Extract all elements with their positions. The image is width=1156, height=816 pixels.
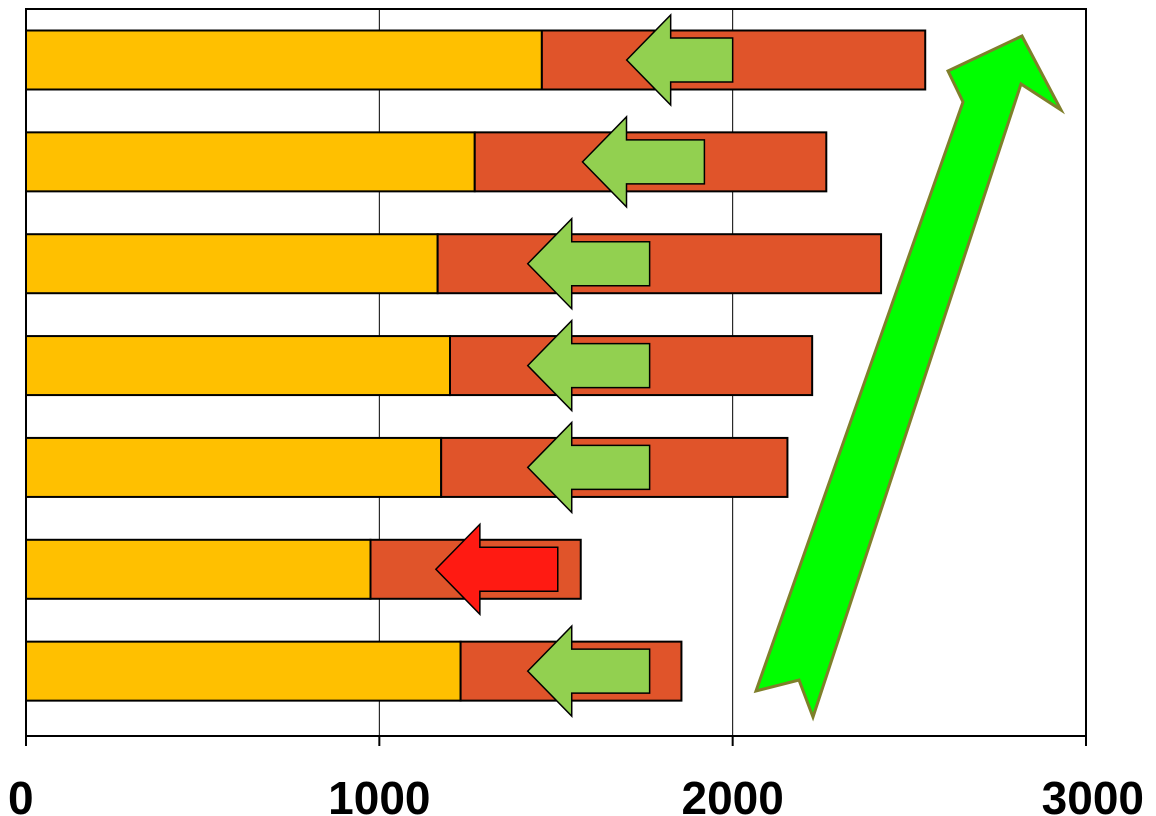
trend-arrow [753,34,1066,722]
decrease-arrow-red [434,522,559,617]
x-tick-label: 2000 [681,772,783,816]
decrease-arrow-green [526,420,651,515]
bar-segment-base [25,640,462,702]
bar-segment-base [25,233,439,295]
decrease-arrow-green [526,216,651,311]
x-tick-label: 1000 [328,772,430,816]
bar-segment-base [25,335,451,397]
bar-segment-base [25,436,443,498]
bar-segment-top [436,233,883,295]
decrease-arrow-green [625,13,734,107]
x-tick-label: 3000 [1042,772,1144,816]
x-axis-ticks: 0 1000 2000 3000 [8,736,1144,816]
decrease-arrow-green [526,624,651,718]
bar-segment-base [25,131,476,193]
bar-segment-base [25,29,543,91]
decrease-arrow-green [581,115,706,209]
bars [25,29,927,702]
x-tick-label: 0 [8,772,34,816]
bar-segment-base [25,538,372,600]
decrease-arrow-green [526,318,651,413]
arrows [434,13,734,718]
bar-segment-top [540,29,927,91]
